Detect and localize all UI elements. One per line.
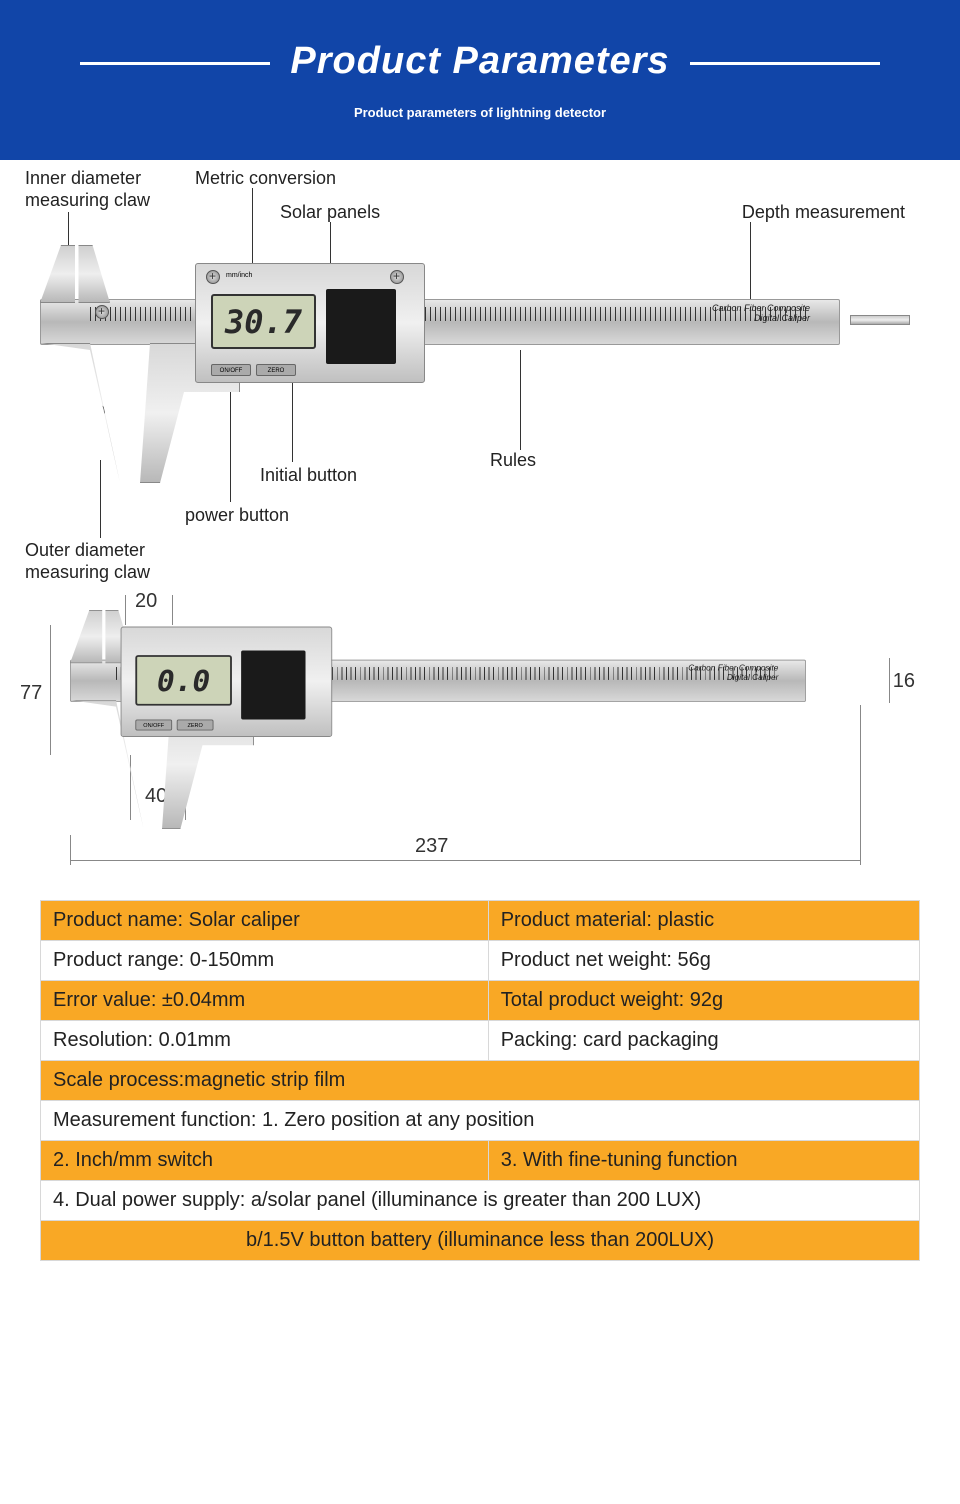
table-cell: Product name: Solar caliper <box>41 901 489 941</box>
solar-panel <box>241 650 305 719</box>
table-cell: Product net weight: 56g <box>488 941 919 981</box>
table-row: Error value: ±0.04mmTotal product weight… <box>41 981 920 1021</box>
dimension-line <box>50 625 51 755</box>
leader-line <box>100 460 101 538</box>
table-row: Measurement function: 1. Zero position a… <box>41 1101 920 1141</box>
label-power: power button <box>185 505 289 527</box>
label-metric: Metric conversion <box>195 168 336 190</box>
caliper-head: 0.0 ON/OFF ZERO <box>121 627 333 737</box>
screw-icon <box>95 305 109 319</box>
label-solar: Solar panels <box>280 202 380 224</box>
screw-icon <box>91 404 105 418</box>
caliper-closed: Carbon Fiber Composite Digital Caliper 0… <box>70 610 920 800</box>
table-cell: Product material: plastic <box>488 901 919 941</box>
caliper-illustration: Carbon Fiber Composite Digital Caliper m… <box>40 245 890 435</box>
table-cell: Measurement function: 1. Zero position a… <box>41 1101 920 1141</box>
table-cell: 2. Inch/mm switch <box>41 1141 489 1181</box>
lcd-display: 30.7 <box>211 294 316 349</box>
lcd-value: 30.7 <box>225 303 302 341</box>
table-row: b/1.5V button battery (illuminance less … <box>41 1221 920 1261</box>
table-row: Product name: Solar caliperProduct mater… <box>41 901 920 941</box>
dimension-diagram: 20 77 40 237 16 Carbon Fiber Composite D… <box>0 590 960 890</box>
screw-icon <box>206 270 220 284</box>
specs-table-wrap: Product name: Solar caliperProduct mater… <box>0 890 960 1281</box>
rail-branding: Carbon Fiber Composite Digital Caliper <box>688 663 778 681</box>
onoff-button: ON/OFF <box>135 719 172 730</box>
table-cell: Product range: 0-150mm <box>41 941 489 981</box>
table-row: 2. Inch/mm switch3. With fine-tuning fun… <box>41 1141 920 1181</box>
table-cell: 3. With fine-tuning function <box>488 1141 919 1181</box>
solar-panel <box>326 289 396 364</box>
zero-button: ZERO <box>256 364 296 376</box>
dimension-line <box>70 835 71 865</box>
label-depth: Depth measurement <box>742 202 905 224</box>
lcd-value: 0.0 <box>157 663 210 698</box>
specs-table: Product name: Solar caliperProduct mater… <box>40 900 920 1261</box>
table-cell: Scale process:magnetic strip film <box>41 1061 920 1101</box>
header-banner: Product Parameters Product parameters of… <box>0 0 960 160</box>
mminch-label: mm/inch <box>226 272 252 279</box>
dimension-line <box>70 860 860 861</box>
dim-77: 77 <box>20 682 42 705</box>
labeled-diagram: Inner diameter measuring claw Metric con… <box>0 160 960 590</box>
table-row: Product range: 0-150mmProduct net weight… <box>41 941 920 981</box>
table-row: 4. Dual power supply: a/solar panel (ill… <box>41 1181 920 1221</box>
table-cell: Resolution: 0.01mm <box>41 1021 489 1061</box>
label-initial: Initial button <box>260 465 357 487</box>
onoff-button: ON/OFF <box>211 364 251 376</box>
table-row: Scale process:magnetic strip film <box>41 1061 920 1101</box>
depth-rod <box>850 315 910 325</box>
zero-button: ZERO <box>177 719 214 730</box>
label-inner-claw: Inner diameter measuring claw <box>25 168 150 211</box>
dim-237: 237 <box>415 835 448 858</box>
table-row: Resolution: 0.01mmPacking: card packagin… <box>41 1021 920 1061</box>
rail-branding: Carbon Fiber Composite Digital Caliper <box>712 303 810 323</box>
table-cell: Total product weight: 92g <box>488 981 919 1021</box>
page-subtitle: Product parameters of lightning detector <box>354 105 606 120</box>
page-title: Product Parameters <box>290 40 669 83</box>
inner-jaws <box>40 245 110 303</box>
screw-icon <box>390 270 404 284</box>
table-cell: 4. Dual power supply: a/solar panel (ill… <box>41 1181 920 1221</box>
lcd-display: 0.0 <box>135 655 232 706</box>
table-cell: Error value: ±0.04mm <box>41 981 489 1021</box>
label-rules: Rules <box>490 450 536 472</box>
label-outer-claw: Outer diameter measuring claw <box>25 540 150 583</box>
table-cell: b/1.5V button battery (illuminance less … <box>41 1221 920 1261</box>
table-cell: Packing: card packaging <box>488 1021 919 1061</box>
caliper-head: mm/inch 30.7 ON/OFF ZERO <box>195 263 425 383</box>
